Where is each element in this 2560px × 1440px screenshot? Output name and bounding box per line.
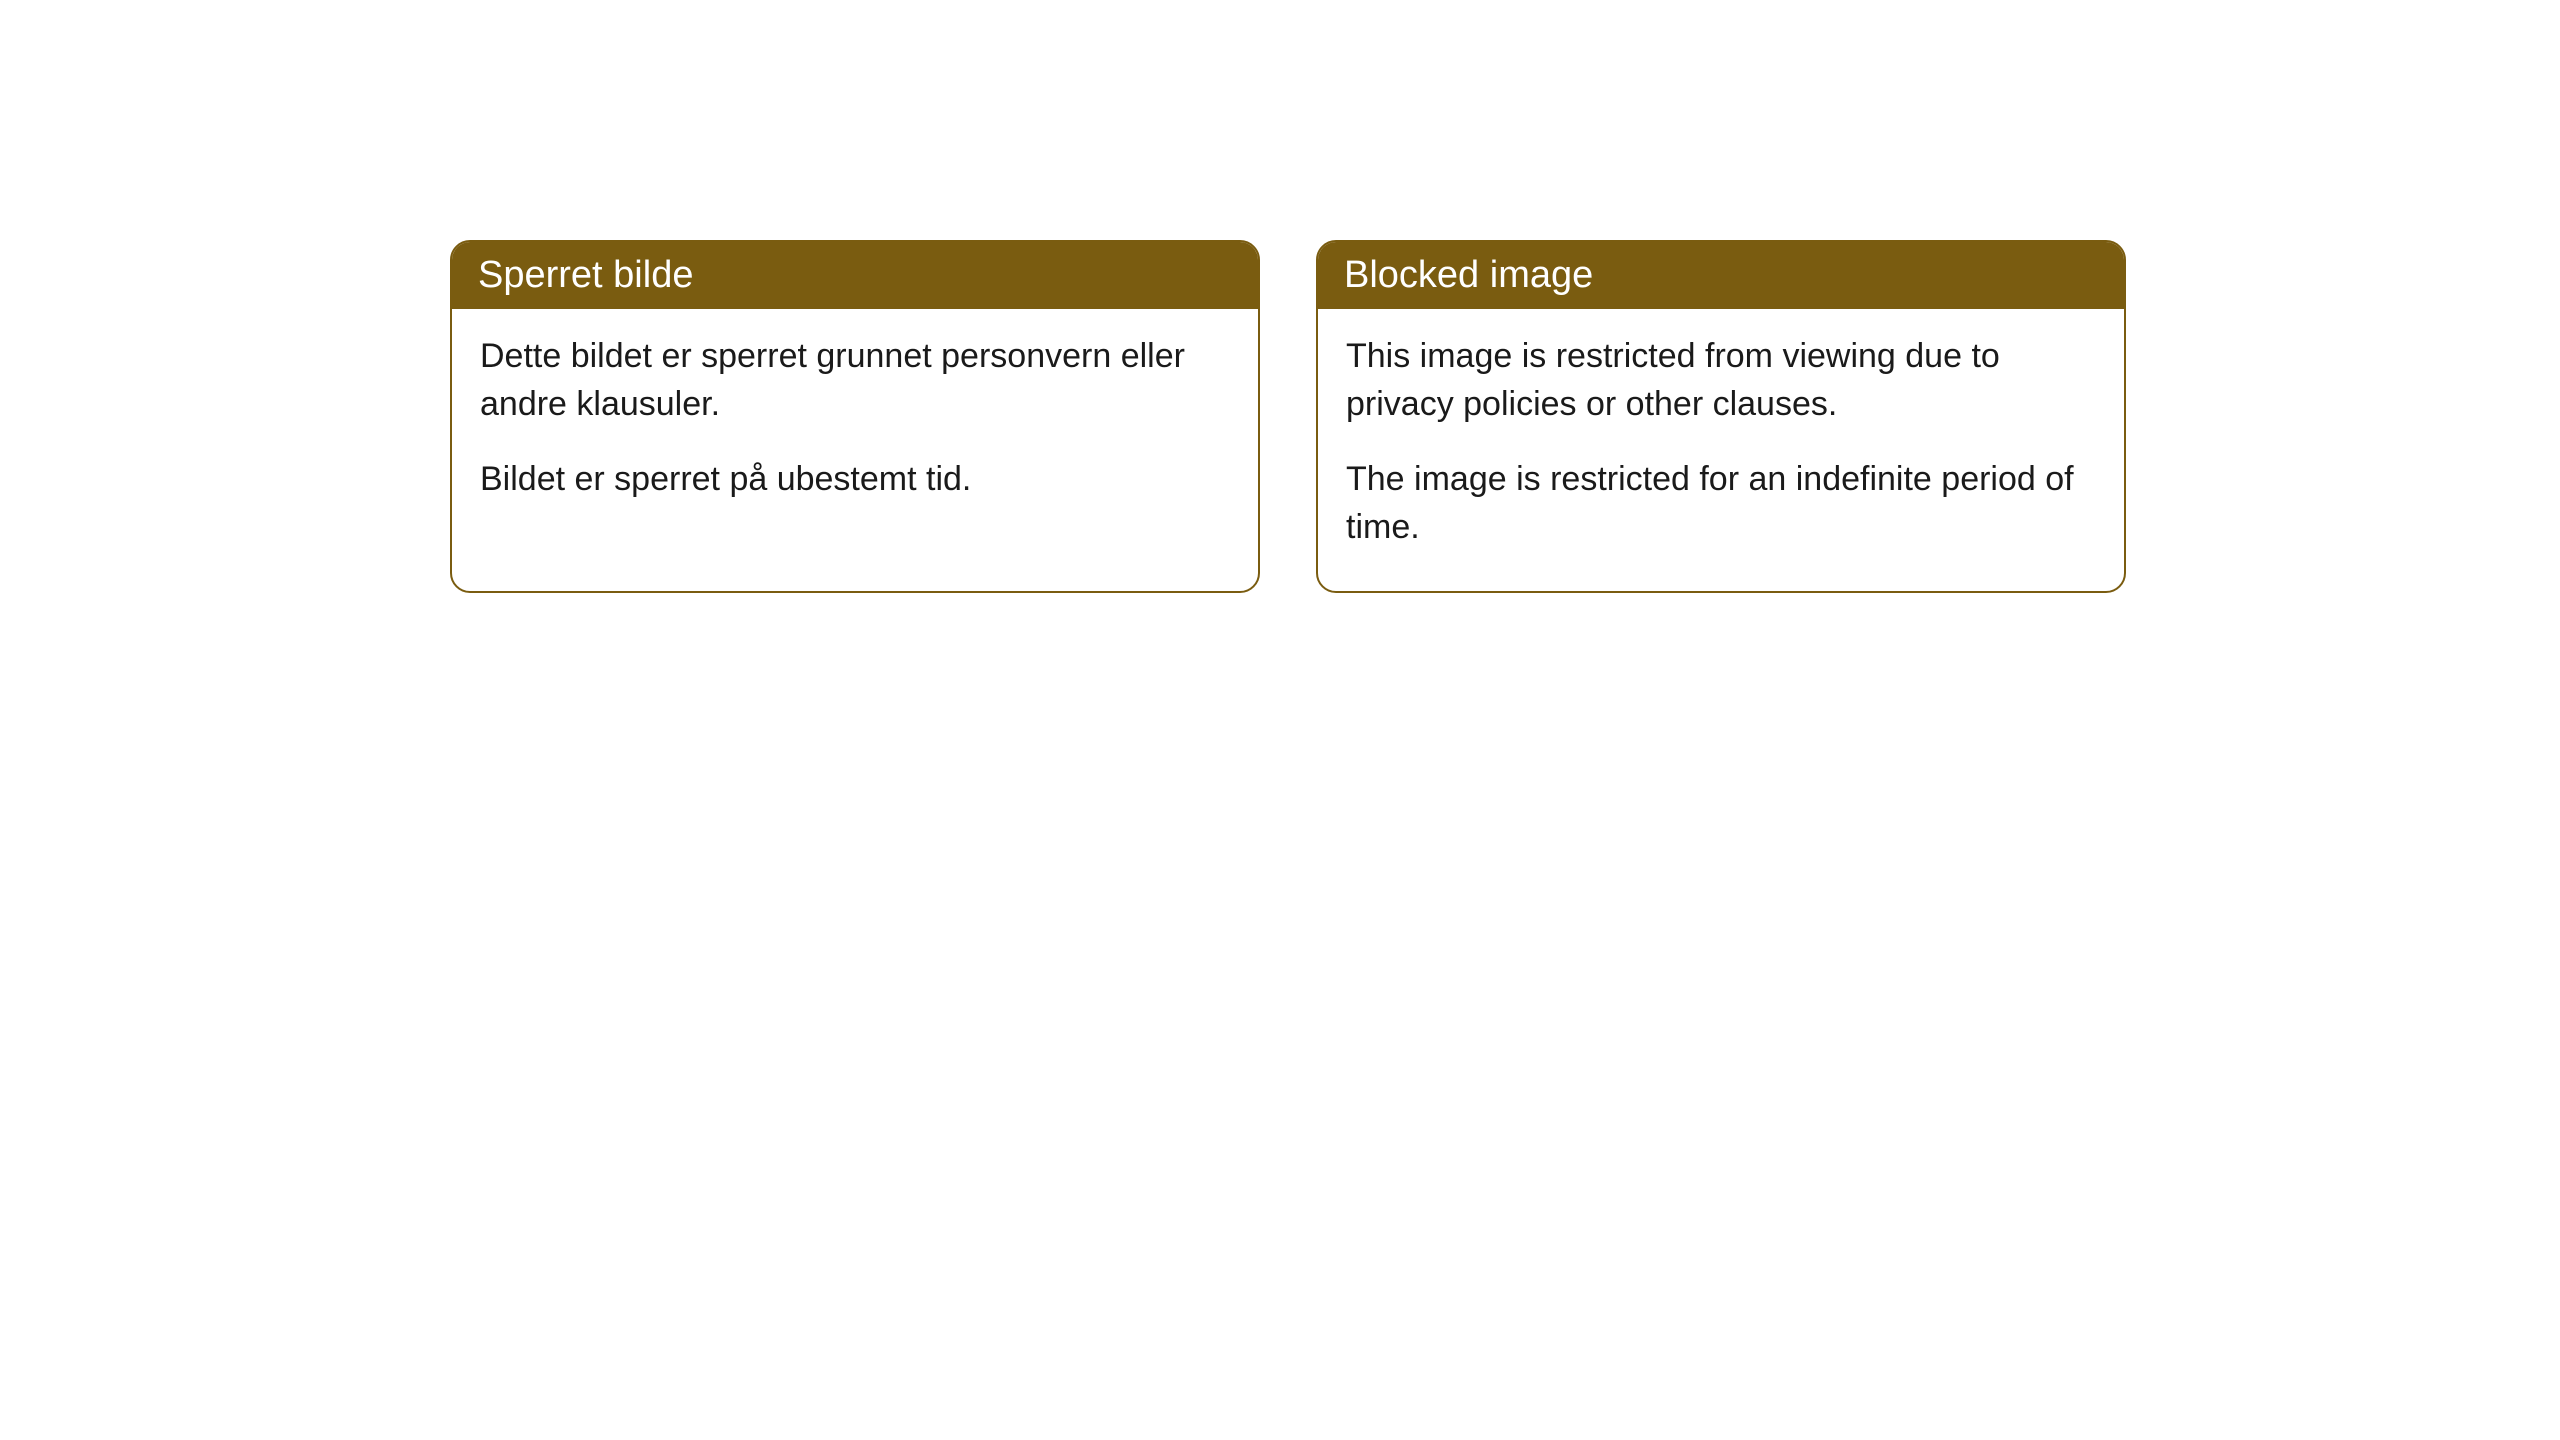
card-paragraph-2: The image is restricted for an indefinit… xyxy=(1346,456,2096,551)
card-header: Sperret bilde xyxy=(452,242,1258,309)
card-title: Sperret bilde xyxy=(478,254,693,296)
blocked-image-card-norwegian: Sperret bilde Dette bildet er sperret gr… xyxy=(450,240,1260,593)
card-body: Dette bildet er sperret grunnet personve… xyxy=(452,309,1258,544)
blocked-image-card-english: Blocked image This image is restricted f… xyxy=(1316,240,2126,593)
card-paragraph-2: Bildet er sperret på ubestemt tid. xyxy=(480,456,1230,504)
card-body: This image is restricted from viewing du… xyxy=(1318,309,2124,591)
card-header: Blocked image xyxy=(1318,242,2124,309)
card-paragraph-1: Dette bildet er sperret grunnet personve… xyxy=(480,333,1230,428)
notice-cards-container: Sperret bilde Dette bildet er sperret gr… xyxy=(0,0,2560,593)
card-paragraph-1: This image is restricted from viewing du… xyxy=(1346,333,2096,428)
card-title: Blocked image xyxy=(1344,254,1593,296)
